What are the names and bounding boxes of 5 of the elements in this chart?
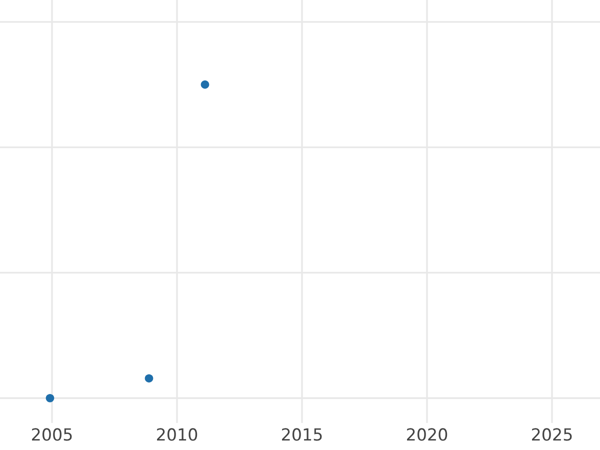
x-tick-label: 2005 [32,428,72,441]
x-tick-label: 2015 [282,428,322,441]
x-tick-label: 2020 [407,428,448,441]
x-tick-label: 2025 [532,428,572,441]
x-tick-label: 2010 [157,428,198,441]
